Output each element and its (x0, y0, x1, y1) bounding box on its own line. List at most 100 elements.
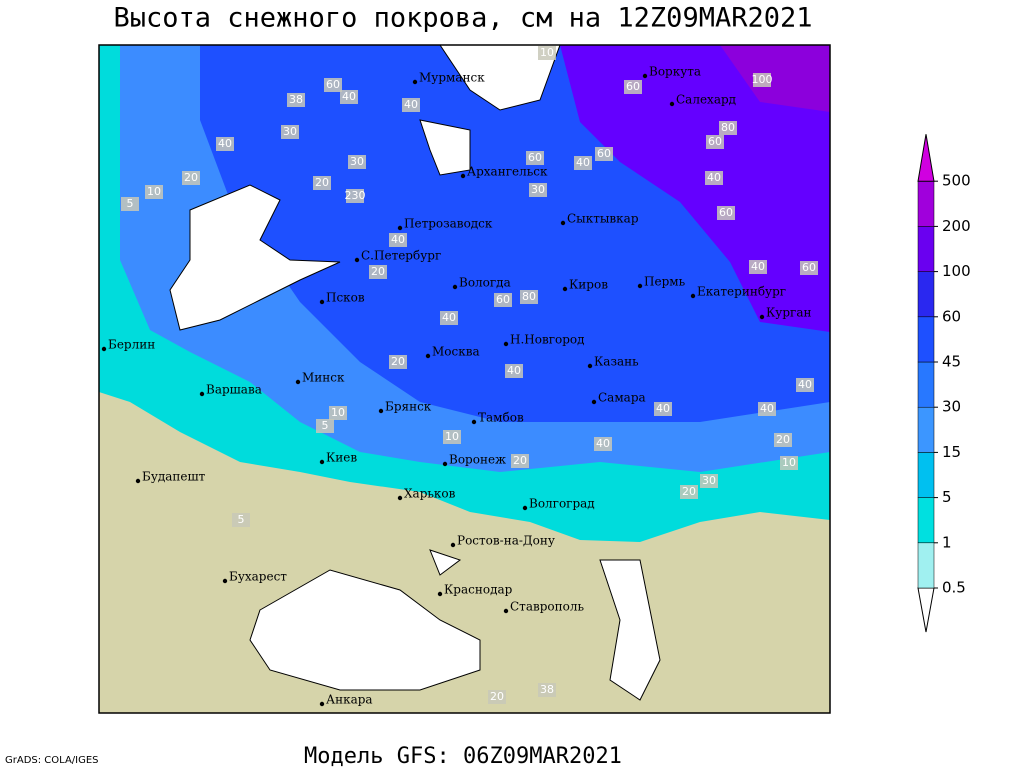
contour-label: 20 (513, 454, 527, 467)
contour-label-box (389, 233, 407, 247)
contour-label-box (145, 185, 163, 199)
contour-label: 40 (656, 402, 670, 415)
contour-label: 40 (404, 98, 418, 111)
contour-label: 20 (490, 690, 504, 703)
contour-label: 20 (776, 433, 790, 446)
contour-label-box (753, 73, 771, 87)
contour-label: 20 (315, 176, 329, 189)
contour-label: 38 (540, 683, 554, 696)
colorbar-segment (917, 271, 935, 318)
city-dot (437, 591, 443, 597)
city-dot (503, 608, 509, 614)
city-label: Ставрополь (510, 600, 584, 614)
contour-label-box (526, 151, 544, 165)
contour-label-box (505, 364, 523, 378)
contour-label: 60 (597, 147, 611, 160)
contour-label: 30 (702, 474, 716, 487)
contour-label: 80 (522, 290, 536, 303)
barents-sea (439, 45, 561, 111)
contour-label: 100 (752, 73, 773, 86)
contour-label-box (494, 293, 512, 307)
city-label: Пермь (644, 275, 686, 289)
azov-sea (429, 549, 462, 576)
city-label: Анкара (326, 693, 373, 707)
contour-label: 20 (682, 485, 696, 498)
contour-label: 5 (238, 513, 245, 526)
contour-label: 60 (326, 78, 340, 91)
city-label: Киев (326, 451, 357, 465)
contour-label: 230 (345, 189, 366, 202)
contour-label-box (329, 406, 347, 420)
city-label: Н.Новгород (510, 333, 585, 347)
contour-label: 60 (719, 206, 733, 219)
city-label: Петрозаводск (404, 217, 493, 231)
city-dot (319, 459, 325, 465)
contour-label: 40 (342, 90, 356, 103)
contour-label: 10 (331, 406, 345, 419)
colorbar-label: 30 (942, 398, 961, 416)
contour-label-box (182, 171, 200, 185)
city-label: Воркута (649, 65, 701, 79)
city-label: Мурманск (419, 71, 485, 85)
city-dot (669, 101, 675, 107)
city-dot (452, 284, 458, 290)
city-label: Краснодар (444, 583, 513, 597)
contour-label-box (758, 402, 776, 416)
city-label: Будапешт (142, 470, 206, 484)
contour-label-box (316, 419, 334, 433)
city-dot (101, 346, 107, 352)
city-dot (759, 314, 765, 320)
contour-label: 10 (782, 456, 796, 469)
city-label: Бухарест (229, 570, 287, 584)
contour-label: 30 (531, 183, 545, 196)
contour-label-box (717, 206, 735, 220)
colorbar-label: 0.5 (942, 579, 966, 597)
contour-label: 40 (218, 137, 232, 150)
contour-label: 60 (528, 151, 542, 164)
contour-label-box (538, 46, 556, 60)
city-dot (460, 173, 466, 179)
city-label: Киров (569, 278, 608, 292)
contour-label-box (340, 90, 358, 104)
contour-label: 20 (184, 171, 198, 184)
city-dot (354, 257, 360, 263)
contour-label-box (324, 78, 342, 92)
city-label: Берлин (108, 338, 155, 352)
contour-label-box (520, 290, 538, 304)
city-label: Брянск (385, 400, 432, 414)
city-dot (135, 478, 141, 484)
city-dot (522, 505, 528, 511)
colorbar-segment (917, 316, 935, 363)
city-dot (199, 391, 205, 397)
city-label: Екатеринбург (697, 285, 786, 299)
contour-label-box (749, 260, 767, 274)
contour-label: 30 (283, 125, 297, 138)
contour-label-box (488, 690, 506, 704)
contour-label-box (402, 98, 420, 112)
city-dot (450, 542, 456, 548)
contour-label-box (705, 171, 723, 185)
seas (169, 45, 661, 701)
contour-label: 10 (540, 46, 554, 59)
city-label: Сыктывкар (567, 212, 639, 226)
city-dot (560, 220, 566, 226)
city-dot (319, 701, 325, 707)
city-label: Тамбов (478, 411, 524, 425)
colorbar-label: 500 (942, 172, 971, 190)
colorbar-high-arrow (917, 134, 935, 182)
colorbar-segment (917, 406, 935, 453)
contour-label-box (232, 513, 250, 527)
contour-label-box (574, 156, 592, 170)
city-dot (319, 299, 325, 305)
city-dot (425, 353, 431, 359)
colorbar-label: 45 (942, 353, 961, 371)
contour-label: 20 (391, 355, 405, 368)
city-dot (690, 293, 696, 299)
city-label: Казань (594, 355, 639, 369)
black-sea (249, 569, 481, 691)
colorbar-label: 1 (942, 533, 952, 551)
colorbar-label: 15 (942, 443, 961, 461)
city-dot (471, 419, 477, 425)
city-label: Минск (302, 371, 345, 385)
